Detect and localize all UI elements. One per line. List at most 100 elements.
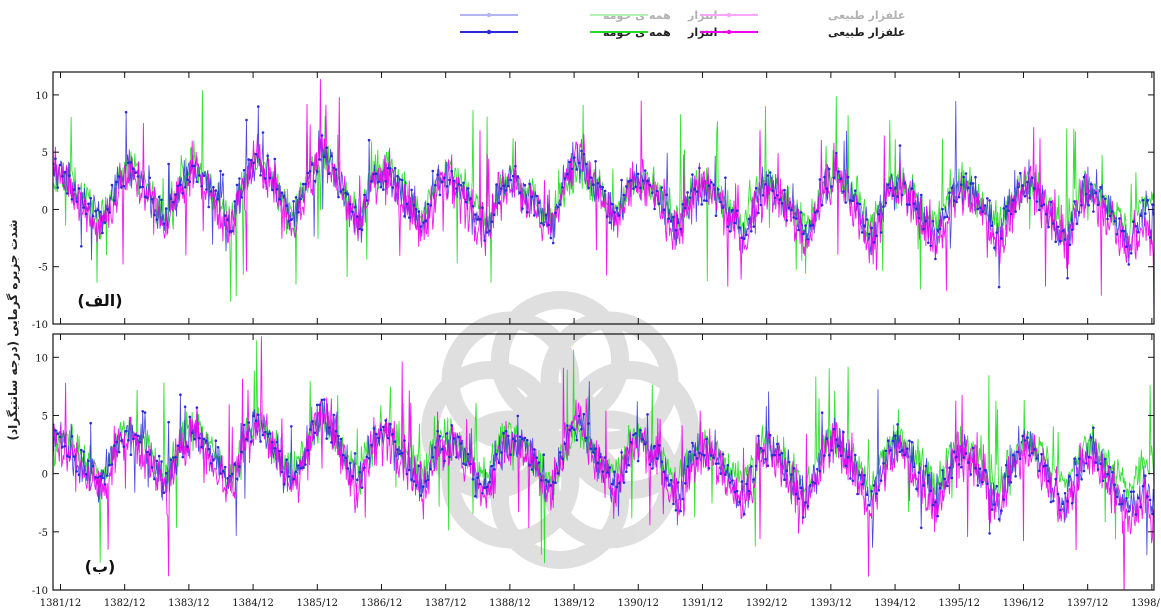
series-point-blue bbox=[372, 427, 376, 430]
series-point-blue bbox=[818, 178, 822, 181]
series-point-blue bbox=[339, 190, 343, 193]
series-point-blue bbox=[679, 509, 682, 513]
series-point-blue bbox=[516, 414, 520, 418]
series-point-blue bbox=[188, 415, 192, 419]
series-point-blue bbox=[745, 233, 748, 237]
series-point-blue bbox=[315, 170, 319, 173]
series-point-blue bbox=[214, 439, 218, 443]
series-point-blue bbox=[249, 440, 253, 443]
series-point-blue bbox=[103, 221, 107, 224]
series-point-blue bbox=[790, 473, 793, 476]
series-point-blue bbox=[94, 476, 97, 479]
series-point-blue bbox=[1078, 211, 1081, 214]
series-point-blue bbox=[851, 479, 855, 483]
series-point-blue bbox=[249, 158, 253, 162]
series-point-blue bbox=[1122, 489, 1126, 493]
series-point-blue bbox=[1118, 503, 1121, 506]
series-point-blue bbox=[537, 201, 541, 204]
series-point-blue bbox=[584, 162, 588, 166]
series-point-blue bbox=[608, 466, 612, 469]
series-point-blue bbox=[1030, 176, 1034, 180]
series-point-blue bbox=[594, 447, 597, 451]
series-point-blue bbox=[974, 466, 977, 470]
series-point-blue bbox=[1139, 505, 1142, 509]
series-point-blue bbox=[82, 450, 85, 453]
series-point-blue bbox=[356, 478, 359, 482]
series-point-blue bbox=[209, 190, 213, 193]
series-point-blue bbox=[1009, 212, 1013, 216]
series-point-blue bbox=[610, 482, 614, 486]
series-point-blue bbox=[764, 457, 767, 461]
series-point-blue bbox=[1096, 203, 1100, 207]
series-point-blue bbox=[1082, 175, 1086, 179]
series-point-blue bbox=[429, 204, 432, 207]
series-point-blue bbox=[1028, 196, 1031, 200]
series-point-blue bbox=[759, 446, 763, 450]
series-point-blue bbox=[1144, 474, 1147, 478]
series-point-blue bbox=[964, 172, 968, 175]
series-point-blue bbox=[240, 196, 243, 199]
series-point-blue bbox=[445, 432, 449, 435]
series-line-magenta bbox=[53, 336, 1154, 590]
series-point-blue bbox=[136, 175, 140, 178]
series-point-blue bbox=[344, 456, 347, 460]
series-point-blue bbox=[1108, 214, 1112, 218]
series-point-blue bbox=[721, 206, 725, 209]
series-point-blue bbox=[1089, 436, 1093, 439]
series-point-blue bbox=[615, 206, 619, 210]
series-point-blue bbox=[566, 424, 569, 427]
series-point-blue bbox=[700, 453, 704, 456]
series-point-blue bbox=[1111, 471, 1114, 474]
panel-label: (ب) bbox=[85, 557, 116, 576]
series-point-blue bbox=[743, 512, 746, 516]
series-point-blue bbox=[1000, 509, 1003, 512]
series-point-blue bbox=[1026, 180, 1029, 184]
series-point-blue bbox=[528, 182, 531, 186]
series-point-blue bbox=[1137, 496, 1140, 500]
series-point-blue bbox=[292, 200, 295, 203]
series-point-blue bbox=[299, 467, 303, 470]
series-point-blue bbox=[596, 461, 600, 465]
series-point-blue bbox=[858, 202, 862, 206]
series-point-blue bbox=[957, 463, 961, 466]
series-point-blue bbox=[521, 437, 524, 441]
series-point-blue bbox=[84, 472, 88, 476]
series-point-blue bbox=[641, 438, 645, 441]
series-point-blue bbox=[820, 411, 824, 415]
series-point-blue bbox=[278, 449, 281, 453]
x-tick-label: 1382/12 bbox=[104, 598, 146, 609]
series-point-blue bbox=[868, 503, 871, 507]
series-point-blue bbox=[787, 460, 791, 464]
series-point-blue bbox=[443, 176, 446, 180]
series-point-blue bbox=[1099, 462, 1102, 466]
series-point-blue bbox=[922, 227, 925, 231]
x-tick-label: 1390/12 bbox=[618, 598, 660, 609]
series-point-blue bbox=[1073, 200, 1076, 203]
series-point-blue bbox=[776, 442, 779, 446]
series-point-blue bbox=[134, 433, 137, 437]
series-point-blue bbox=[146, 450, 149, 454]
series-point-blue bbox=[1132, 490, 1135, 493]
series-point-blue bbox=[960, 183, 963, 186]
series-point-blue bbox=[613, 470, 616, 474]
series-point-blue bbox=[691, 441, 694, 445]
series-point-blue bbox=[1070, 228, 1074, 231]
series-point-blue bbox=[356, 215, 359, 218]
series-point-blue bbox=[632, 433, 635, 437]
series-point-blue bbox=[96, 208, 100, 212]
series-point-blue bbox=[436, 173, 439, 177]
series-point-blue bbox=[884, 201, 888, 205]
series-point-blue bbox=[752, 478, 755, 481]
series-point-blue bbox=[1075, 222, 1079, 226]
series-point-blue bbox=[268, 176, 272, 180]
series-point-blue bbox=[688, 450, 692, 454]
y-tick-label: 0 bbox=[42, 470, 48, 481]
series-point-blue bbox=[912, 465, 916, 469]
series-point-blue bbox=[726, 225, 730, 228]
series-point-blue bbox=[143, 411, 147, 414]
series-point-blue bbox=[257, 413, 260, 417]
y-axis-label: شدت جزیره گرمایی (درجه سانتیگراد) bbox=[6, 220, 20, 441]
series-point-blue bbox=[275, 440, 279, 444]
series-point-blue bbox=[577, 161, 581, 165]
series-point-blue bbox=[462, 181, 465, 185]
